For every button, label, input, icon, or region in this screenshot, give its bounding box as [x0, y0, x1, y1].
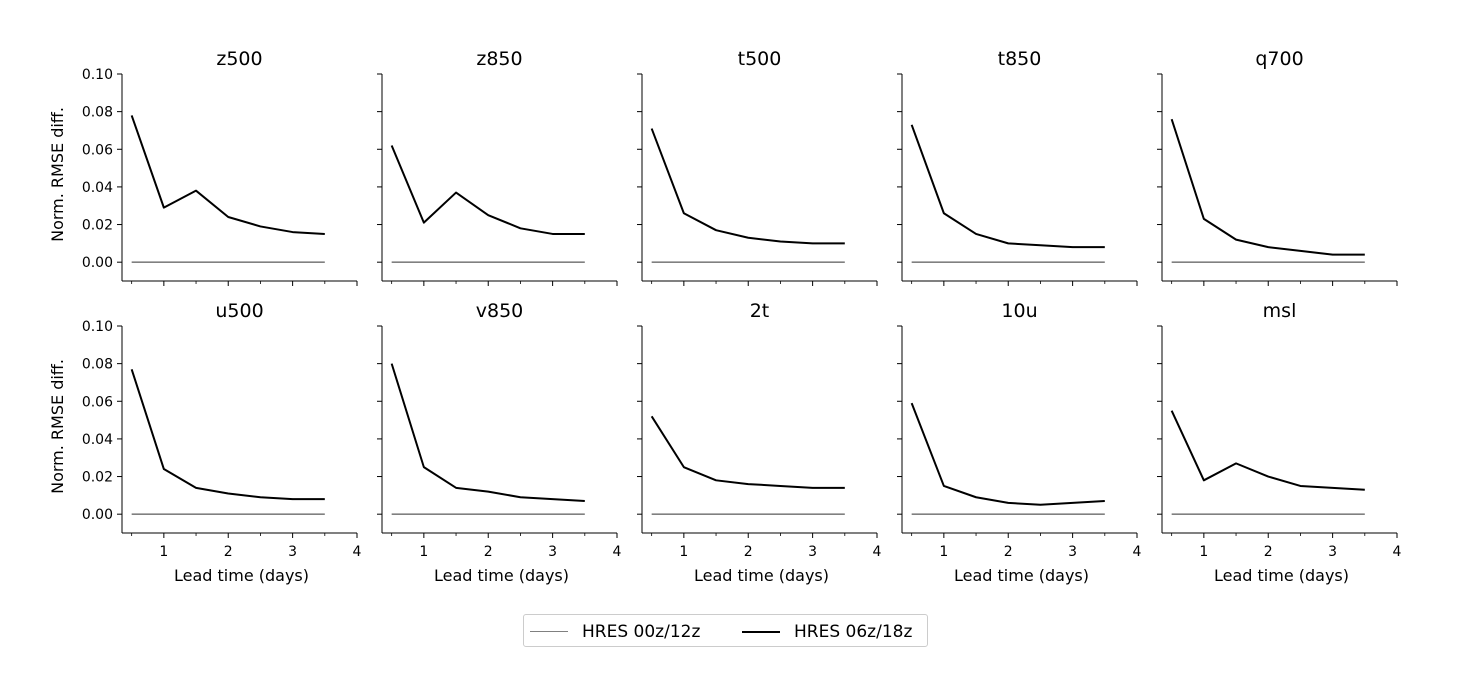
panel-0-series-1 [130, 115, 325, 235]
panel-8-title: 10u [1001, 300, 1037, 322]
panel-6-xtick-label-3: 4 [613, 544, 622, 560]
panel-9-xtick-label-2: 3 [1328, 544, 1337, 560]
panel-9-xlabel: Lead time (days) [1214, 566, 1349, 585]
panel-8-xtick-label-1: 2 [1004, 544, 1013, 560]
legend-entry-0: HRES 00z/12z [530, 615, 700, 648]
panel-5-xtick-label-1: 2 [224, 544, 233, 560]
legend-entry-1: HRES 06z/18z [742, 615, 912, 648]
panel-1-title: z850 [476, 48, 522, 70]
panel-7-title: 2t [750, 300, 770, 322]
panel-4-title: q700 [1255, 48, 1303, 70]
panel-5-ytick-label-2: 0.04 [82, 432, 113, 448]
panel-6-title: v850 [476, 300, 524, 322]
panel-5-xtick-label-0: 1 [159, 544, 168, 560]
panel-2-series-1 [650, 128, 845, 245]
panel-7-xtick-label-1: 2 [744, 544, 753, 560]
panel-1-series-1 [390, 145, 585, 235]
panel-5-ytick-label-5: 0.10 [82, 319, 113, 335]
legend: HRES 00z/12z HRES 06z/18z [523, 614, 928, 647]
panel-5-ytick-label-3: 0.06 [82, 394, 113, 410]
panel-8-xtick-label-3: 4 [1133, 544, 1142, 560]
panel-9-series-1 [1170, 410, 1365, 491]
panel-8-xlabel: Lead time (days) [954, 566, 1089, 585]
panel-5-xtick-label-3: 4 [353, 544, 362, 560]
panel-7-xtick-label-2: 3 [808, 544, 817, 560]
panel-5-ytick-label-0: 0.00 [82, 507, 113, 523]
panel-6-xtick-label-1: 2 [484, 544, 493, 560]
panel-7-xtick-label-0: 1 [679, 544, 688, 560]
panel-0-ytick-label-1: 0.02 [82, 218, 113, 234]
panel-5-xlabel: Lead time (days) [174, 566, 309, 585]
legend-label-0: HRES 00z/12z [582, 621, 701, 642]
panel-6-series-1 [390, 363, 585, 503]
panel-4-series-1 [1170, 118, 1365, 256]
panel-5-ytick-label-4: 0.08 [82, 357, 113, 373]
panel-7-series-1 [650, 415, 845, 489]
panel-3-title: t850 [998, 48, 1042, 70]
panel-0-ytick-label-2: 0.04 [82, 180, 113, 196]
panel-7-xlabel: Lead time (days) [694, 566, 829, 585]
panel-0-ytick-label-0: 0.00 [82, 255, 113, 271]
panel-5-series-1 [130, 368, 325, 501]
panel-8-xtick-label-2: 3 [1068, 544, 1077, 560]
panel-0-ylabel: Norm. RMSE diff. [48, 107, 67, 242]
panel-0-title: z500 [216, 48, 262, 70]
panel-2-title: t500 [738, 48, 782, 70]
panel-6-xlabel: Lead time (days) [434, 566, 569, 585]
panel-3-series-1 [910, 124, 1105, 249]
legend-swatch-0 [530, 631, 568, 632]
legend-label-1: HRES 06z/18z [794, 621, 913, 642]
panel-0-ytick-label-4: 0.08 [82, 105, 113, 121]
panel-0-ytick-label-3: 0.06 [82, 142, 113, 158]
panel-0-ytick-label-5: 0.10 [82, 67, 113, 83]
legend-swatch-1 [742, 630, 780, 633]
panel-9-xtick-label-1: 2 [1264, 544, 1273, 560]
panel-9-xtick-label-0: 1 [1199, 544, 1208, 560]
panel-5-ylabel: Norm. RMSE diff. [48, 359, 67, 494]
panel-5-xtick-label-2: 3 [288, 544, 297, 560]
panel-6-xtick-label-0: 1 [419, 544, 428, 560]
panel-5-title: u500 [215, 300, 263, 322]
panel-5-ytick-label-1: 0.02 [82, 470, 113, 486]
panel-9-xtick-label-3: 4 [1393, 544, 1402, 560]
panel-6-xtick-label-2: 3 [548, 544, 557, 560]
panel-9-title: msl [1263, 300, 1297, 322]
panel-8-series-1 [910, 402, 1105, 506]
panel-8-xtick-label-0: 1 [939, 544, 948, 560]
panel-7-xtick-label-3: 4 [873, 544, 882, 560]
